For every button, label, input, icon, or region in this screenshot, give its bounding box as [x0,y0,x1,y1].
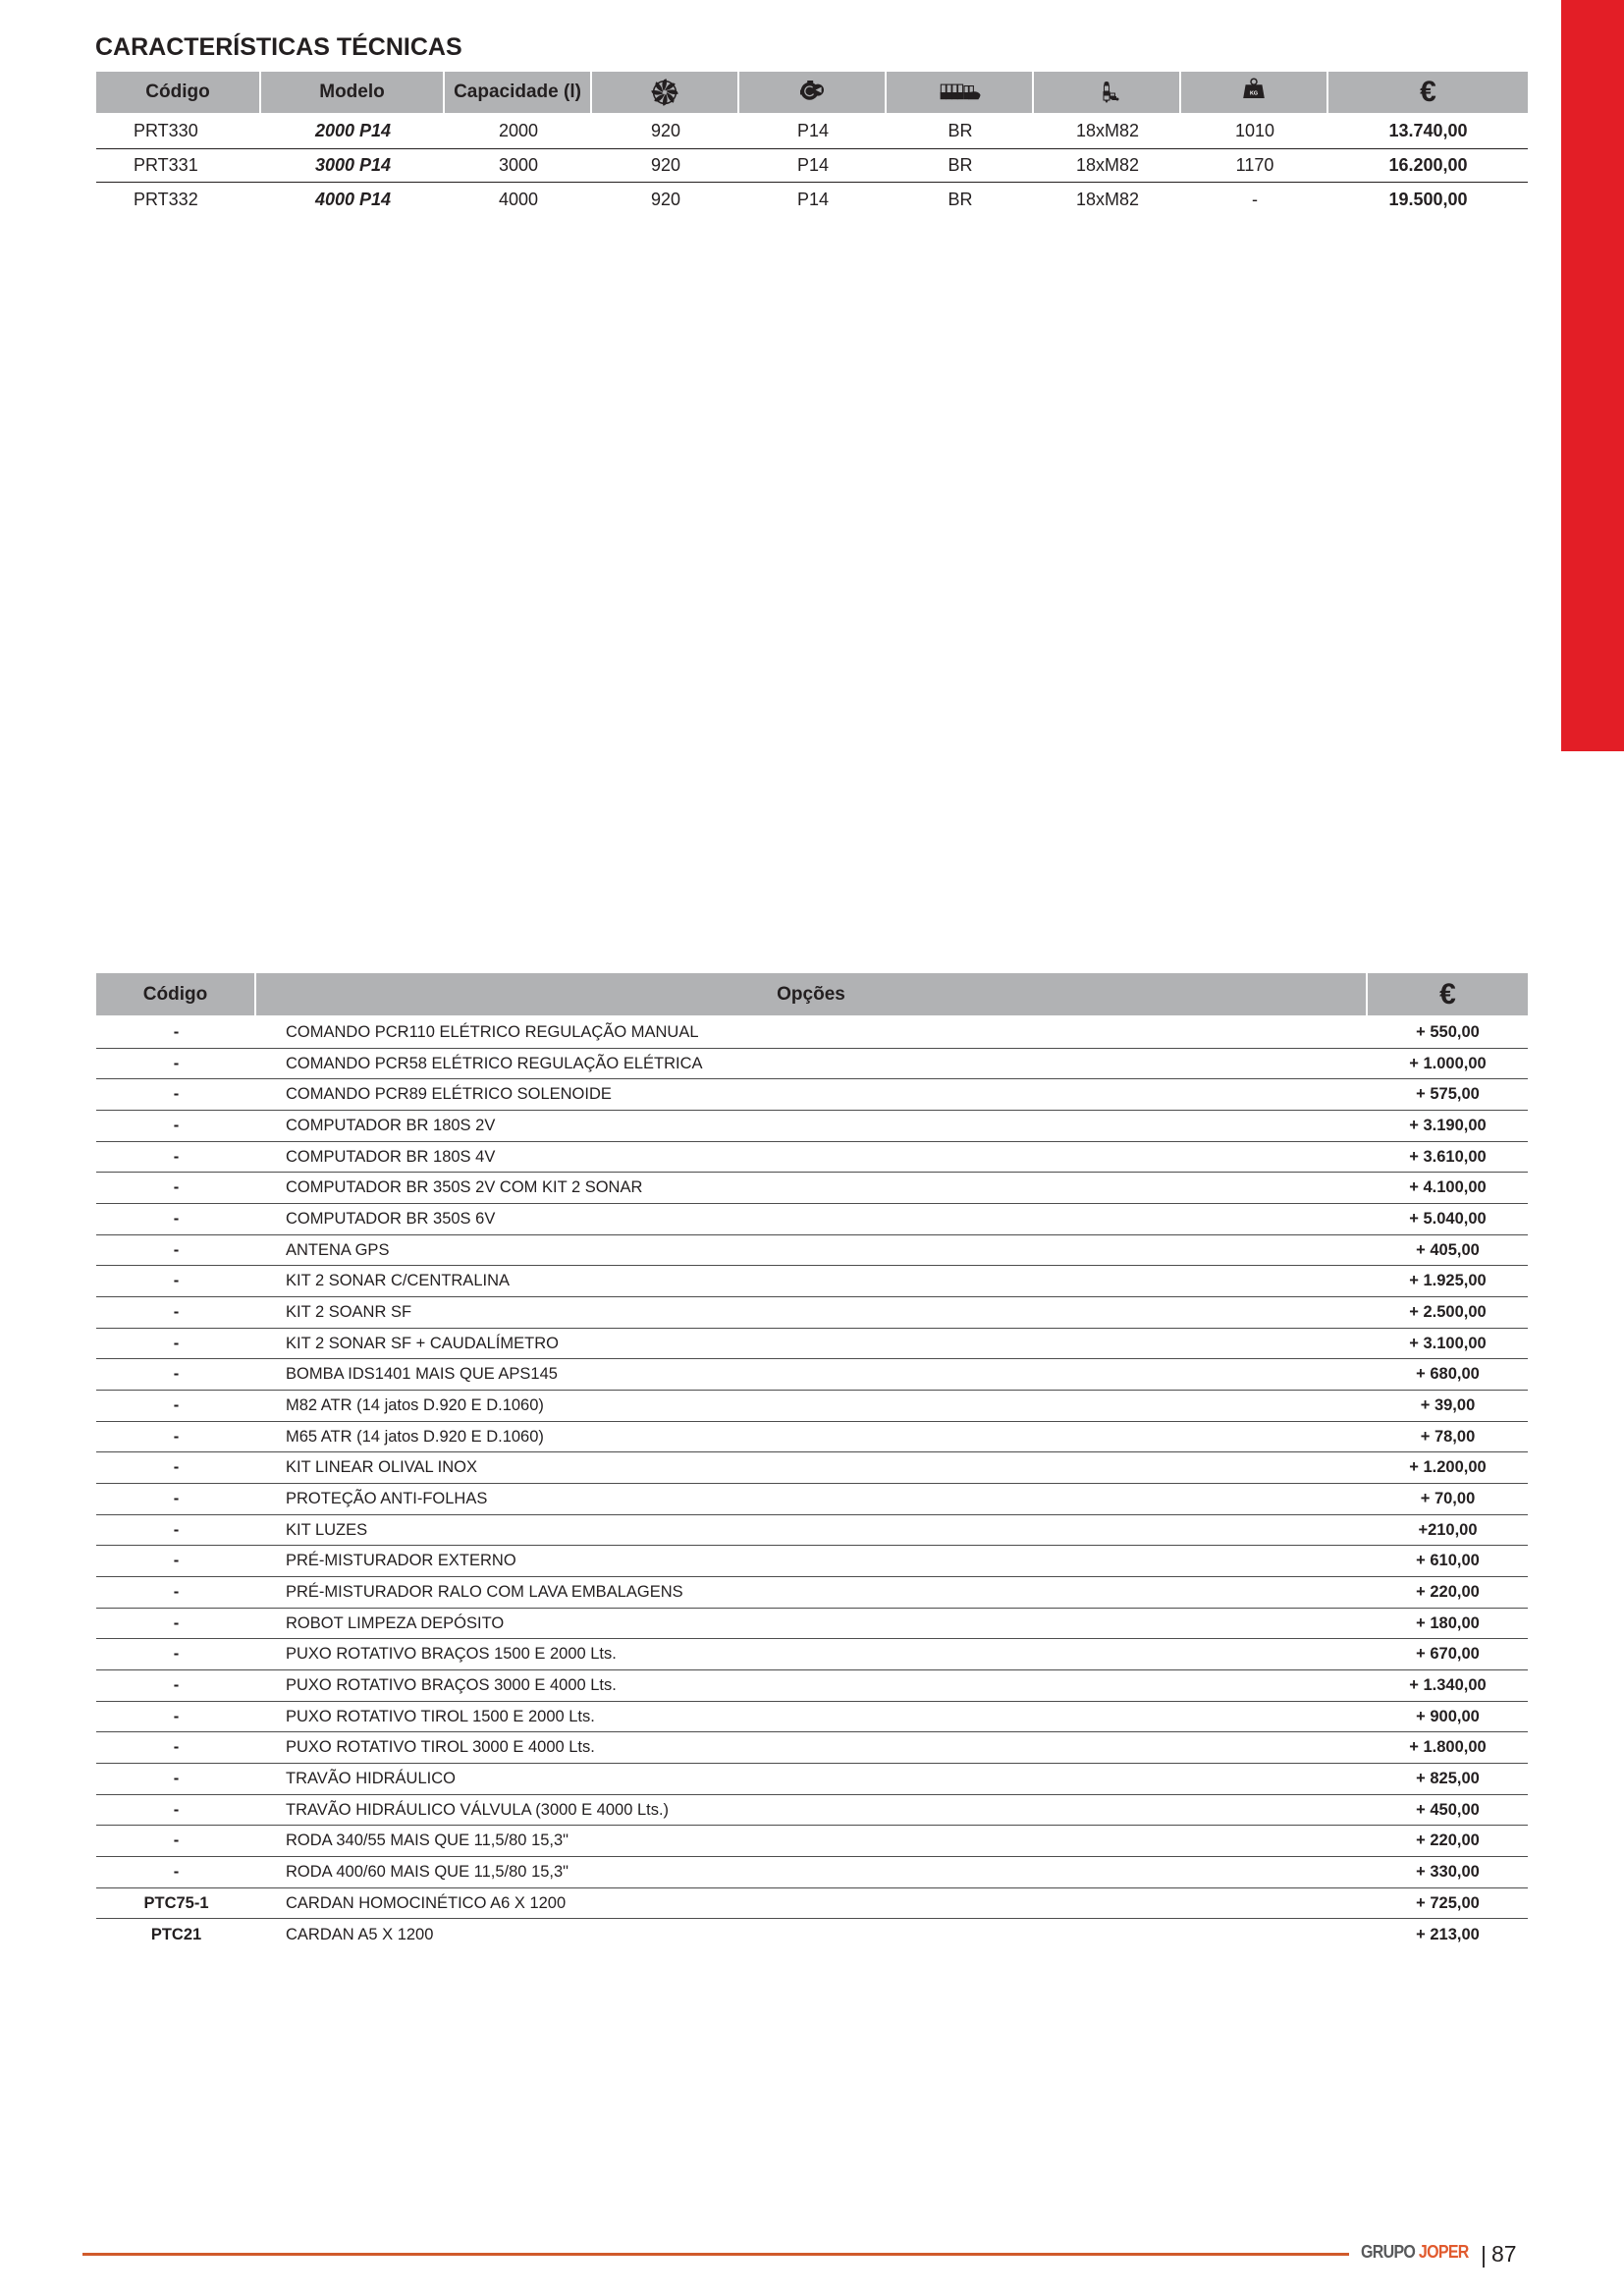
svg-text:KG: KG [1250,90,1258,96]
